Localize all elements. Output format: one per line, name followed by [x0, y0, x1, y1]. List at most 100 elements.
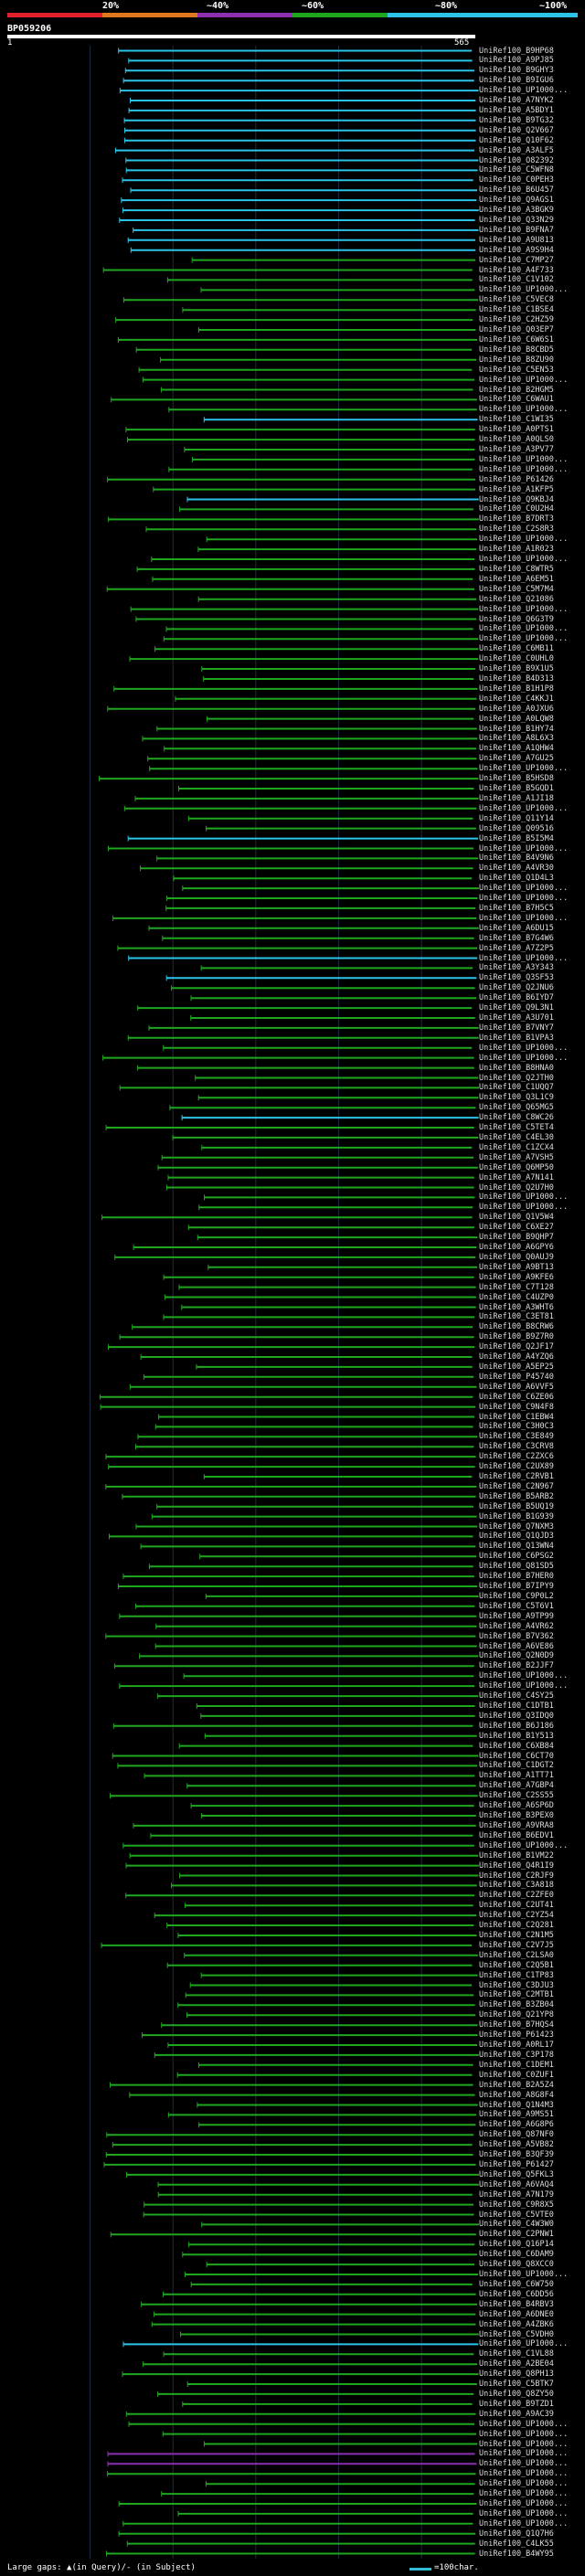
hit-name-link[interactable]: UniRef100_UP1000...: [479, 1053, 569, 1063]
hit-name-link[interactable]: UniRef100_A6G8P6: [479, 2120, 554, 2130]
hit-name-link[interactable]: UniRef100_C5WFN8: [479, 165, 554, 175]
hit-name-link[interactable]: UniRef100_Q87NF0: [479, 2130, 554, 2140]
hit-name-link[interactable]: UniRef100_UP1000...: [479, 405, 569, 415]
hit-name-link[interactable]: UniRef100_B9GHY3: [479, 66, 554, 76]
hit-name-link[interactable]: UniRef100_C4W3W0: [479, 2220, 554, 2230]
hit-name-link[interactable]: UniRef100_A9KFE6: [479, 1272, 554, 1282]
hit-name-link[interactable]: UniRef100_B4RBV3: [479, 2299, 554, 2309]
hit-name-link[interactable]: UniRef100_A8L6X3: [479, 734, 554, 744]
hit-name-link[interactable]: UniRef100_C2N1M5: [479, 1931, 554, 1940]
hit-name-link[interactable]: UniRef100_B7IPY9: [479, 1582, 554, 1591]
hit-name-link[interactable]: UniRef100_Q5FKL3: [479, 2169, 554, 2179]
hit-name-link[interactable]: UniRef100_A3Y343: [479, 963, 554, 973]
hit-name-link[interactable]: UniRef100_C5EN53: [479, 365, 554, 375]
hit-name-link[interactable]: UniRef100_C8WC26: [479, 1113, 554, 1123]
hit-name-link[interactable]: UniRef100_UP1000...: [479, 555, 569, 564]
hit-name-link[interactable]: UniRef100_C2RJF9: [479, 1871, 554, 1881]
hit-name-link[interactable]: UniRef100_Q6G3T9: [479, 614, 554, 624]
hit-name-link[interactable]: UniRef100_C6XB84: [479, 1741, 554, 1751]
hit-name-link[interactable]: UniRef100_C2Q281: [479, 1921, 554, 1930]
hit-name-link[interactable]: UniRef100_A7N141: [479, 1172, 554, 1182]
hit-name-link[interactable]: UniRef100_C6CT70: [479, 1751, 554, 1761]
hit-name-link[interactable]: UniRef100_UP1000...: [479, 1840, 569, 1850]
hit-name-link[interactable]: UniRef100_C8WTR5: [479, 564, 554, 574]
hit-name-link[interactable]: UniRef100_C7MP27: [479, 255, 554, 265]
hit-name-link[interactable]: UniRef100_C6DD56: [479, 2289, 554, 2299]
hit-name-link[interactable]: UniRef100_C1EBW4: [479, 1412, 554, 1422]
hit-name-link[interactable]: UniRef100_C3ET81: [479, 1312, 554, 1322]
hit-name-link[interactable]: UniRef100_UP1000...: [479, 454, 569, 464]
hit-name-link[interactable]: UniRef100_A6VAQ4: [479, 2179, 554, 2189]
hit-name-link[interactable]: UniRef100_C6XE27: [479, 1223, 554, 1233]
hit-name-link[interactable]: UniRef100_Q9AGS1: [479, 196, 554, 206]
hit-name-link[interactable]: UniRef100_Q10F62: [479, 135, 554, 145]
hit-name-link[interactable]: UniRef100_C5VDH0: [479, 2329, 554, 2339]
hit-name-link[interactable]: UniRef100_A7GU25: [479, 754, 554, 764]
hit-name-link[interactable]: UniRef100_Q8XCC0: [479, 2260, 554, 2270]
hit-name-link[interactable]: UniRef100_UP1000...: [479, 535, 569, 545]
hit-name-link[interactable]: UniRef100_B6U457: [479, 186, 554, 196]
hit-name-link[interactable]: UniRef100_B2A5Z4: [479, 2080, 554, 2090]
hit-name-link[interactable]: UniRef100_C3CRV8: [479, 1442, 554, 1452]
hit-name-link[interactable]: UniRef100_UP1000...: [479, 2459, 569, 2469]
hit-name-link[interactable]: UniRef100_B9IGU6: [479, 76, 554, 86]
hit-name-link[interactable]: UniRef100_C9P0L2: [479, 1591, 554, 1601]
hit-name-link[interactable]: UniRef100_UP1000...: [479, 604, 569, 614]
hit-name-link[interactable]: UniRef100_Q8PH13: [479, 2369, 554, 2380]
hit-name-link[interactable]: UniRef100_C3P178: [479, 2050, 554, 2060]
hit-name-link[interactable]: UniRef100_A6VE86: [479, 1641, 554, 1651]
hit-name-link[interactable]: UniRef100_C5VEC8: [479, 295, 554, 305]
hit-name-link[interactable]: UniRef100_Q4R1I9: [479, 1860, 554, 1871]
hit-name-link[interactable]: UniRef100_B8CRW6: [479, 1322, 554, 1332]
hit-name-link[interactable]: UniRef100_UP1000...: [479, 86, 569, 96]
hit-name-link[interactable]: UniRef100_B4WY95: [479, 2549, 554, 2559]
hit-name-link[interactable]: UniRef100_C3E849: [479, 1432, 554, 1442]
hit-name-link[interactable]: UniRef100_Q9KBJ4: [479, 494, 554, 504]
hit-name-link[interactable]: UniRef100_UP1000...: [479, 1681, 569, 1691]
hit-name-link[interactable]: UniRef100_B5ARB2: [479, 1491, 554, 1501]
hit-name-link[interactable]: UniRef100_P61426: [479, 474, 554, 484]
hit-name-link[interactable]: UniRef100_B9FNA7: [479, 225, 554, 235]
hit-name-link[interactable]: UniRef100_B3PEX0: [479, 1811, 554, 1820]
hit-name-link[interactable]: UniRef100_A3ALF5: [479, 145, 554, 155]
hit-name-link[interactable]: UniRef100_Q3SF53: [479, 973, 554, 983]
hit-name-link[interactable]: UniRef100_Q21086: [479, 594, 554, 604]
hit-name-link[interactable]: UniRef100_A5BDY1: [479, 105, 554, 115]
hit-name-link[interactable]: UniRef100_C2UX89: [479, 1462, 554, 1472]
hit-name-link[interactable]: UniRef100_B6EDV1: [479, 1830, 554, 1840]
hit-name-link[interactable]: UniRef100_UP1000...: [479, 285, 569, 295]
hit-name-link[interactable]: UniRef100_UP1000...: [479, 2419, 569, 2429]
hit-name-link[interactable]: UniRef100_Q3L1C9: [479, 1093, 554, 1103]
hit-name-link[interactable]: UniRef100_C1DTB1: [479, 1701, 554, 1711]
hit-name-link[interactable]: UniRef100_A6VVF5: [479, 1382, 554, 1392]
hit-name-link[interactable]: UniRef100_A4ZBK6: [479, 2319, 554, 2329]
hit-name-link[interactable]: UniRef100_A0RL17: [479, 2041, 554, 2050]
hit-name-link[interactable]: UniRef100_C2YZ54: [479, 1911, 554, 1921]
hit-name-link[interactable]: UniRef100_B9TG32: [479, 115, 554, 125]
hit-name-link[interactable]: UniRef100_P45740: [479, 1372, 554, 1382]
hit-name-link[interactable]: UniRef100_B7VNY7: [479, 1023, 554, 1033]
hit-name-link[interactable]: UniRef100_A4YZQ6: [479, 1352, 554, 1362]
hit-name-link[interactable]: UniRef100_A9U813: [479, 235, 554, 245]
hit-name-link[interactable]: UniRef100_UP1000...: [479, 894, 569, 903]
hit-name-link[interactable]: UniRef100_B1Y513: [479, 1731, 554, 1741]
hit-name-link[interactable]: UniRef100_Q11Y14: [479, 813, 554, 823]
hit-name-link[interactable]: UniRef100_C2SS55: [479, 1791, 554, 1801]
hit-name-link[interactable]: UniRef100_C7T128: [479, 1282, 554, 1292]
hit-name-link[interactable]: UniRef100_C9N4F8: [479, 1402, 554, 1412]
hit-name-link[interactable]: UniRef100_A0PTS1: [479, 425, 554, 435]
hit-name-link[interactable]: UniRef100_A6EM51: [479, 574, 554, 584]
hit-name-link[interactable]: UniRef100_B1G939: [479, 1511, 554, 1521]
hit-name-link[interactable]: UniRef100_Q2U7H0: [479, 1182, 554, 1193]
hit-name-link[interactable]: UniRef100_UP1000...: [479, 464, 569, 474]
hit-name-link[interactable]: UniRef100_B4D313: [479, 674, 554, 684]
hit-name-link[interactable]: UniRef100_C1DGT2: [479, 1761, 554, 1771]
hit-name-link[interactable]: UniRef100_B1H1P8: [479, 684, 554, 694]
hit-name-link[interactable]: UniRef100_A7GBP4: [479, 1781, 554, 1791]
hit-name-link[interactable]: UniRef100_P61423: [479, 2030, 554, 2041]
hit-name-link[interactable]: UniRef100_C2HZ59: [479, 315, 554, 325]
hit-name-link[interactable]: UniRef100_A4F733: [479, 265, 554, 275]
hit-name-link[interactable]: UniRef100_C5BTK7: [479, 2380, 554, 2389]
hit-name-link[interactable]: UniRef100_UP1000...: [479, 2508, 569, 2518]
hit-name-link[interactable]: UniRef100_Q16P14: [479, 2240, 554, 2250]
